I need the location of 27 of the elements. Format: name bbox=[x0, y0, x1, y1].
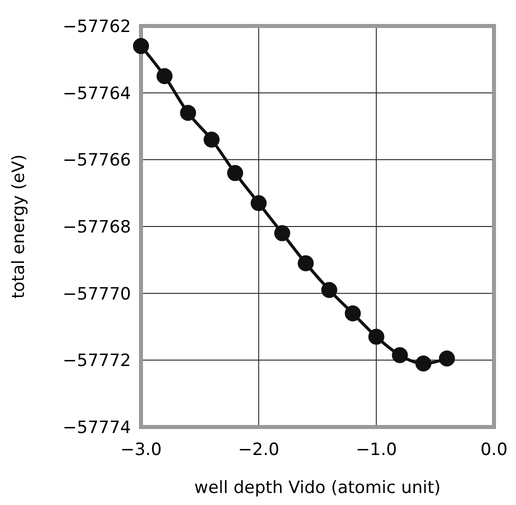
y-tick-label: −57774 bbox=[62, 418, 131, 438]
x-axis-title: well depth Vido (atomic unit) bbox=[194, 478, 441, 498]
y-tick-label: −57764 bbox=[62, 84, 131, 104]
point bbox=[415, 356, 432, 372]
point bbox=[227, 165, 244, 182]
point bbox=[204, 132, 220, 148]
y-tick-label: −57770 bbox=[62, 284, 131, 304]
x-tick-label: −3.0 bbox=[120, 440, 162, 460]
point bbox=[274, 225, 290, 242]
point bbox=[321, 282, 338, 298]
x-tick-label: −1.0 bbox=[356, 440, 397, 460]
point bbox=[250, 195, 267, 212]
y-tick-label: −57772 bbox=[62, 351, 131, 372]
y-tick-label: −57766 bbox=[62, 150, 131, 171]
point bbox=[392, 347, 408, 364]
y-axis-title: total energy (eV) bbox=[9, 154, 29, 299]
point bbox=[368, 328, 384, 345]
y-tick-label: −57762 bbox=[62, 17, 131, 37]
y-tick-label: −57768 bbox=[62, 218, 131, 238]
point bbox=[298, 255, 314, 272]
point bbox=[156, 68, 173, 84]
point bbox=[180, 104, 196, 121]
point bbox=[438, 350, 455, 366]
x-tick-label: −2.0 bbox=[238, 440, 280, 460]
point bbox=[344, 305, 361, 322]
x-tick-label: 0.0 bbox=[480, 440, 508, 460]
point bbox=[133, 38, 149, 54]
